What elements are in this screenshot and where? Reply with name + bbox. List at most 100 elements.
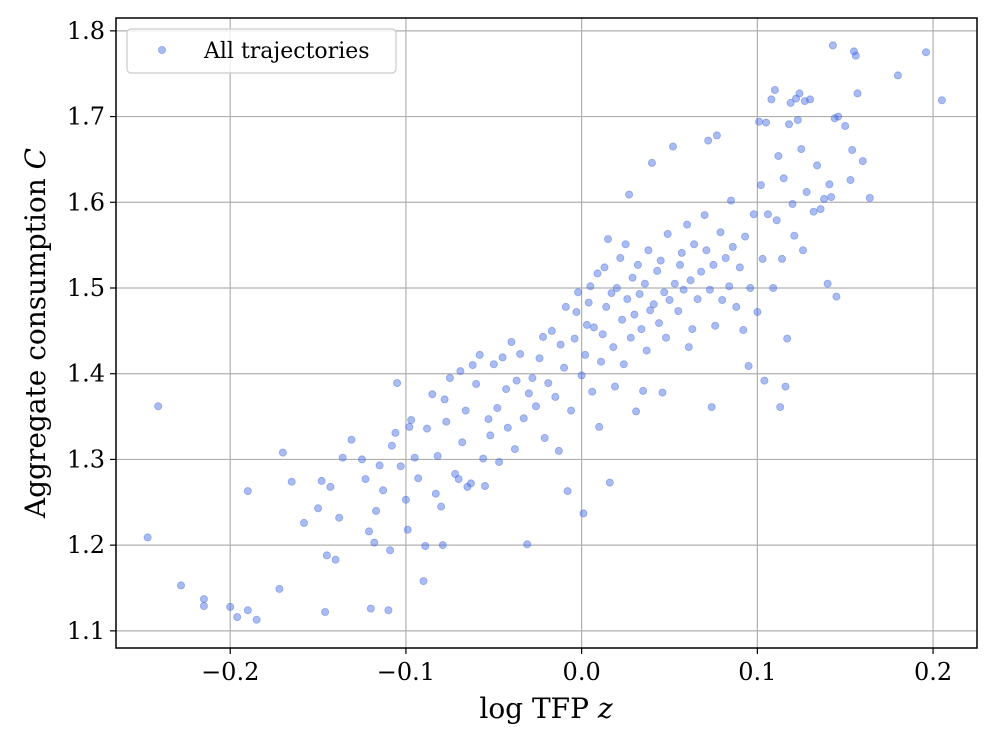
- scatter-point: [528, 373, 537, 382]
- scatter-point: [786, 98, 795, 107]
- scatter-point: [498, 353, 507, 362]
- scatter-point: [663, 229, 672, 238]
- grid-lines: [116, 18, 977, 648]
- scatter-point: [707, 403, 716, 412]
- scatter-point: [539, 332, 548, 341]
- scatter-point: [422, 424, 431, 433]
- scatter-point: [762, 118, 771, 127]
- scatter-point: [711, 321, 720, 330]
- scatter-point: [379, 486, 388, 495]
- scatter-point: [637, 325, 646, 334]
- scatter-point: [598, 330, 607, 339]
- scatter-point: [746, 283, 755, 292]
- scatter-point: [809, 207, 818, 216]
- scatter-point: [431, 489, 440, 498]
- y-tick-label: 1.2: [67, 531, 105, 559]
- scatter-point: [621, 240, 630, 249]
- y-tick-label: 1.1: [67, 617, 105, 645]
- scatter-point: [433, 451, 442, 460]
- scatter-point: [410, 453, 419, 462]
- x-tick-label: 0.2: [914, 658, 952, 686]
- scatter-point: [851, 51, 860, 60]
- scatter-point: [523, 540, 532, 549]
- scatter-point: [781, 382, 790, 391]
- scatter-point: [544, 379, 553, 388]
- scatter-point: [570, 334, 579, 343]
- scatter-point: [674, 307, 683, 316]
- scatter-point: [937, 96, 946, 105]
- scatter-point: [479, 454, 488, 463]
- scatter-point: [749, 210, 758, 219]
- scatter-point: [612, 283, 621, 292]
- scatter-point: [199, 602, 208, 611]
- scatter-point: [616, 253, 625, 262]
- scatter-point: [519, 414, 528, 423]
- scatter-point: [799, 246, 808, 255]
- scatter-point: [816, 205, 825, 214]
- scatter-point: [364, 527, 373, 536]
- y-tick-label: 1.7: [67, 103, 105, 131]
- scatter-point: [595, 422, 604, 431]
- scatter-point: [778, 254, 787, 263]
- scatter-point: [472, 379, 481, 388]
- scatter-point: [727, 196, 736, 205]
- scatter-point: [669, 142, 678, 151]
- scatter-point: [655, 319, 664, 328]
- scatter-point: [755, 117, 764, 126]
- scatter-point: [793, 116, 802, 125]
- scatter-point: [618, 315, 627, 324]
- scatter-point: [252, 615, 261, 624]
- scatter-point: [806, 95, 815, 104]
- scatter-point: [639, 386, 648, 395]
- scatter-point: [858, 157, 867, 166]
- scatter-point: [361, 475, 370, 484]
- scatter-point: [735, 263, 744, 272]
- scatter-point: [658, 388, 667, 397]
- scatter-point: [670, 279, 679, 288]
- scatter-point: [335, 513, 344, 522]
- scatter-point: [567, 406, 576, 415]
- scatter-point: [712, 131, 721, 140]
- y-tick-label: 1.4: [67, 360, 105, 388]
- scatter-point: [604, 235, 613, 244]
- scatter-point: [753, 307, 762, 316]
- scatter-point: [579, 509, 588, 518]
- scatter-point: [199, 595, 208, 604]
- scatter-point: [677, 248, 686, 257]
- scatter-point: [783, 334, 792, 343]
- scatter-point: [322, 551, 331, 560]
- scatter-point: [828, 41, 837, 50]
- scatter-point: [607, 289, 616, 298]
- scatter-point: [630, 310, 639, 319]
- legend-box: [126, 28, 397, 74]
- scatter-point: [686, 276, 695, 285]
- scatter-point: [551, 392, 560, 401]
- scatter-point: [846, 175, 855, 184]
- scatter-point: [331, 555, 340, 564]
- scatter-point: [690, 240, 699, 249]
- scatter-point: [626, 333, 635, 342]
- scatter-point: [800, 97, 809, 106]
- scatter-point: [535, 354, 544, 363]
- scatter-point: [314, 504, 323, 513]
- scatter-point: [772, 216, 781, 225]
- scatter-point: [507, 337, 516, 346]
- scatter-point: [451, 469, 460, 478]
- axis-ticks: −0.2 −0.1 0.0 0.1 0.2 1.1 1.2 1.3 1.4 1.5 1.6 1.7 1.…: [67, 17, 952, 686]
- scatter-point: [776, 403, 785, 412]
- scatter-point: [556, 340, 565, 349]
- scatter-point: [665, 295, 674, 304]
- scatter-point: [588, 387, 597, 396]
- scatter-point: [660, 288, 669, 297]
- scatter-point: [767, 95, 776, 104]
- scatter-point: [656, 256, 665, 265]
- scatter-point: [785, 120, 794, 129]
- scatter-point: [684, 343, 693, 352]
- scatter-point: [850, 47, 859, 56]
- scatter-point: [243, 487, 252, 496]
- y-tick-label: 1.8: [67, 17, 105, 45]
- scatter-point: [317, 476, 326, 485]
- scatter-point: [516, 349, 525, 358]
- scatter-point: [716, 228, 725, 237]
- scatter-point: [718, 295, 727, 304]
